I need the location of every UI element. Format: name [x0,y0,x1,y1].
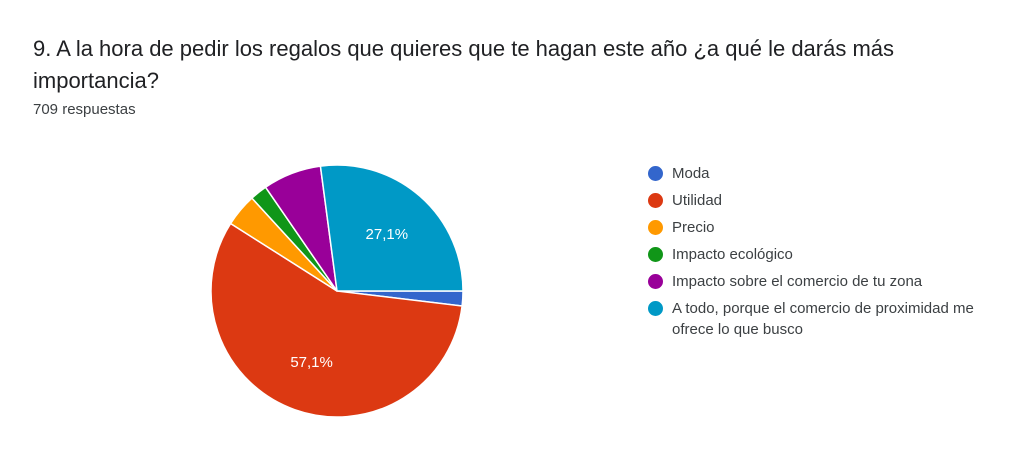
question-title: 9. A la hora de pedir los regalos que qu… [33,36,895,93]
response-count: 709 respuestas [33,101,136,118]
legend-swatch-icon [648,274,663,289]
legend-swatch-icon [648,220,663,235]
legend-item-impacto-sobre-el-comercio-de-tu-zona[interactable]: Impacto sobre el comercio de tu zona [648,271,978,292]
legend-label: Utilidad [672,192,723,209]
legend-swatch-icon [648,193,663,208]
legend-label: Impacto ecológico [672,246,793,263]
legend-swatch-icon [648,166,663,181]
chart-legend: Moda Utilidad Precio Impacto ecológico Impac… [648,163,978,346]
legend-item-impacto-ecologico[interactable]: Impacto ecológico [648,244,978,265]
legend-swatch-icon [648,247,663,262]
legend-item-precio[interactable]: Precio [648,217,978,238]
pie-slice-a-todo-porque-el-comercio-de-proximidad-me-ofrece-lo-que-busco[interactable] [319,164,464,292]
pie-slice-utilidad[interactable] [210,222,463,418]
legend-item-moda[interactable]: Moda [648,163,978,184]
legend-label: Impacto sobre el comercio de tu zona [672,273,923,290]
pie-chart: 57,1% 27,1% [210,164,464,418]
slice-label-a-todo-porque-el-comercio-de-proximidad-me-ofrece-lo-que-busco: 27,1% [366,226,409,243]
legend-item-utilidad[interactable]: Utilidad [648,190,978,211]
legend-swatch-icon [648,301,663,316]
legend-label: A todo, porque el comercio de proximidad… [672,300,974,338]
legend-label: Moda [672,165,710,182]
slice-label-utilidad: 57,1% [290,354,333,371]
legend-item-a-todo-porque-el-comercio-de-proximidad-me-ofrece-lo-que-busco[interactable]: A todo, porque el comercio de proximidad… [648,298,978,340]
legend-label: Precio [672,219,715,236]
